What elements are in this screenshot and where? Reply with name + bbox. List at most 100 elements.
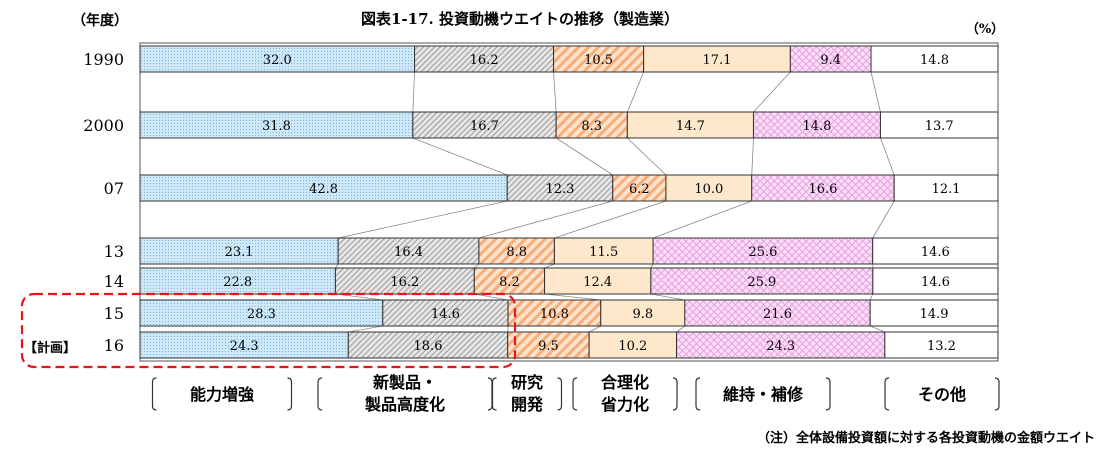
legend-bracket-left xyxy=(572,377,578,411)
connector-line xyxy=(338,200,508,239)
data-label: 21.6 xyxy=(763,307,792,322)
legend-bracket-right xyxy=(994,377,1000,411)
data-label: 16.4 xyxy=(394,245,423,260)
connector-line xyxy=(650,293,685,301)
connector-line xyxy=(555,137,613,176)
data-label: 16.2 xyxy=(470,53,499,68)
bar-segment xyxy=(334,267,475,295)
planned-highlight-box xyxy=(20,292,517,369)
plot-frame xyxy=(139,42,999,362)
bar-segment xyxy=(643,45,791,73)
data-label: 14.8 xyxy=(802,119,831,134)
data-label: 18.6 xyxy=(414,339,443,354)
bar-segment xyxy=(870,45,999,73)
connector-line xyxy=(474,263,480,269)
data-label: 22.8 xyxy=(223,275,252,290)
data-label: 8.8 xyxy=(506,245,527,260)
data-label: 24.3 xyxy=(766,339,795,354)
bar-segment xyxy=(412,111,557,139)
data-label: 16.2 xyxy=(390,275,419,290)
bar-segment xyxy=(665,174,753,202)
data-label: 32.0 xyxy=(263,53,292,68)
connector-line xyxy=(553,71,557,113)
data-label: 17.1 xyxy=(703,53,732,68)
connector-line xyxy=(676,325,686,333)
unit-label: （%） xyxy=(966,21,1004,37)
bar-segment xyxy=(650,267,874,295)
data-label: 10.8 xyxy=(540,307,569,322)
data-label: 31.8 xyxy=(262,119,291,134)
legend-label: 研究 xyxy=(511,373,543,392)
data-label: 25.6 xyxy=(748,245,777,260)
data-label: 12.3 xyxy=(546,182,575,197)
data-label: 8.2 xyxy=(499,275,520,290)
data-label: 13.2 xyxy=(927,339,956,354)
legend-label: 開発 xyxy=(511,395,544,414)
data-label: 6.2 xyxy=(629,182,650,197)
data-label: 10.5 xyxy=(584,53,613,68)
bar-segment xyxy=(139,331,349,359)
connector-line xyxy=(412,71,415,113)
bar-segment xyxy=(752,111,881,139)
data-label: 28.3 xyxy=(247,307,276,322)
bar-segment xyxy=(347,331,509,359)
bar-segment xyxy=(751,174,895,202)
data-label: 13.7 xyxy=(925,119,954,134)
connector-line xyxy=(412,137,508,176)
connector-line xyxy=(753,71,791,113)
bar-segment xyxy=(139,111,414,139)
data-label: 24.3 xyxy=(230,339,259,354)
category-tick-label: 15 xyxy=(104,304,124,323)
legend-bracket-left xyxy=(695,377,701,411)
data-label: 12.4 xyxy=(583,275,612,290)
connector-line xyxy=(627,137,667,176)
bar-segment xyxy=(139,174,508,202)
connector-line xyxy=(335,263,339,269)
legend-label: 能力増強 xyxy=(190,385,254,404)
data-label: 9.4 xyxy=(820,53,841,68)
connector-line xyxy=(650,263,654,269)
category-tick-label: 14 xyxy=(104,272,124,291)
legend-item: その他 xyxy=(884,377,1000,411)
connector-line xyxy=(588,325,601,333)
connector-line xyxy=(870,71,881,113)
data-label: 16.7 xyxy=(470,119,499,134)
connector-line xyxy=(880,137,895,176)
category-tick-label: 16 xyxy=(104,336,124,355)
data-label: 14.9 xyxy=(920,307,949,322)
legend-label: 省力化 xyxy=(600,395,649,414)
connector-line xyxy=(870,325,886,333)
bar-segment xyxy=(600,299,686,327)
bar-segment xyxy=(139,45,416,73)
legend-bracket-left xyxy=(491,377,497,411)
data-label: 9.5 xyxy=(538,339,559,354)
bar-segment xyxy=(139,237,339,265)
legend-label: その他 xyxy=(918,385,966,404)
data-label: 11.5 xyxy=(589,245,618,260)
legend-bracket-right xyxy=(287,377,293,411)
category-tick-label: 07 xyxy=(104,179,124,198)
data-label: 9.8 xyxy=(632,307,653,322)
connector-line xyxy=(652,200,752,239)
bar-segment xyxy=(139,299,384,327)
data-label: 42.8 xyxy=(309,182,338,197)
legend-label: 合理化 xyxy=(601,373,649,392)
connector-line xyxy=(554,200,667,239)
chart-title: 図表1-17. 投資動機ウエイトの推移（製造業） xyxy=(361,10,679,28)
legend-bracket-right xyxy=(487,377,493,411)
bar-segment xyxy=(507,331,590,359)
legend-item: 維持・補修 xyxy=(695,377,831,411)
data-label: 14.8 xyxy=(920,53,949,68)
category-tick-label: 13 xyxy=(104,242,124,261)
connector-line xyxy=(869,293,874,301)
plan-label: 【計画】 xyxy=(24,340,76,356)
data-label: 12.1 xyxy=(932,182,961,197)
bar-segment xyxy=(382,299,509,327)
legend-bracket-right xyxy=(672,377,678,411)
bar-segment xyxy=(872,267,999,295)
y-axis-label: （年度） xyxy=(72,12,128,29)
legend-bracket-right xyxy=(825,377,831,411)
